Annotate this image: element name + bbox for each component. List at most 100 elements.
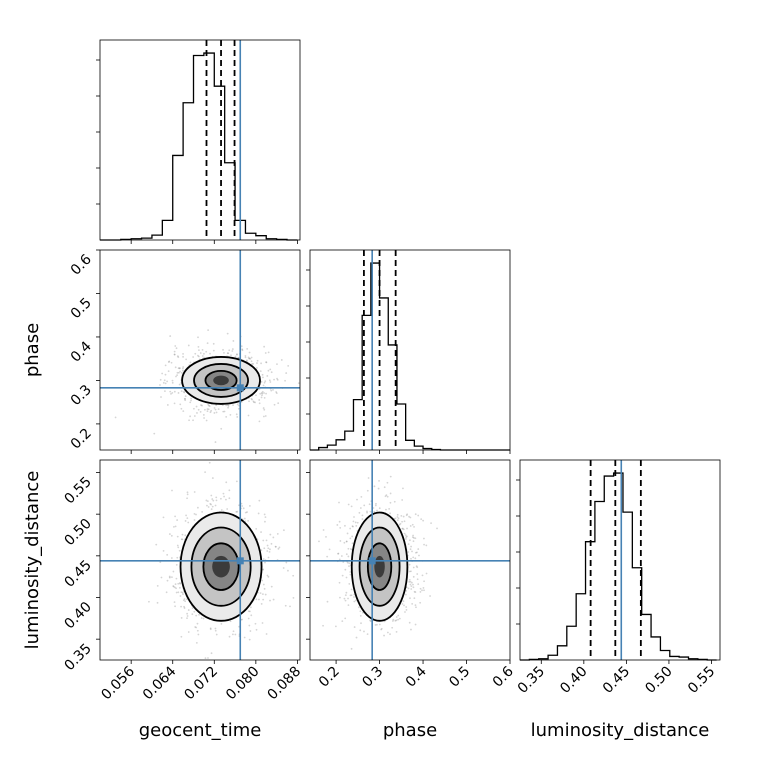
sample-point-phase-vs-luminosity-distance — [349, 571, 352, 573]
contour-phase-vs-luminosity-distance — [350, 511, 409, 622]
sample-point-phase-vs-luminosity-distance — [421, 589, 423, 592]
sample-point-geocent-time-vs-luminosity-distance — [262, 568, 264, 571]
sample-point-phase-vs-luminosity-distance — [339, 526, 342, 529]
sample-point-phase-vs-luminosity-distance — [350, 594, 353, 597]
sample-point-phase-vs-luminosity-distance — [344, 617, 347, 620]
panel-frame-phase-vs-luminosity-distance — [309, 459, 511, 661]
contour-geocent-time-vs-luminosity-distance — [202, 542, 240, 591]
sample-point-geocent-time-vs-luminosity-distance — [262, 539, 265, 542]
sample-point-geocent-time-vs-luminosity-distance — [171, 576, 173, 579]
sample-point-phase-vs-luminosity-distance — [347, 555, 350, 558]
contour-geocent-time-vs-luminosity-distance — [190, 526, 252, 607]
sample-point-geocent-time-vs-phase — [164, 390, 166, 393]
sample-point-phase-vs-luminosity-distance — [380, 628, 383, 631]
sample-point-geocent-time-vs-phase — [177, 392, 180, 394]
sample-point-geocent-time-vs-luminosity-distance — [272, 536, 275, 539]
sample-point-geocent-time-vs-luminosity-distance — [204, 657, 207, 660]
sample-point-geocent-time-vs-phase — [251, 398, 253, 401]
sample-point-geocent-time-vs-phase — [188, 419, 190, 422]
sample-point-phase-vs-luminosity-distance — [403, 520, 406, 523]
sample-point-geocent-time-vs-phase — [209, 411, 212, 414]
panel-frame-geocent-time-vs-phase — [99, 249, 301, 451]
sample-point-phase-vs-luminosity-distance — [389, 633, 391, 636]
sample-point-geocent-time-vs-phase — [212, 342, 215, 345]
sample-point-phase-vs-luminosity-distance — [345, 540, 348, 543]
sample-point-geocent-time-vs-luminosity-distance — [215, 496, 218, 499]
sample-point-geocent-time-vs-phase — [260, 362, 262, 365]
sample-point-geocent-time-vs-luminosity-distance — [274, 545, 277, 548]
sample-point-phase-vs-luminosity-distance — [409, 516, 412, 519]
sample-point-geocent-time-vs-phase — [241, 349, 244, 352]
sample-point-geocent-time-vs-phase — [247, 414, 250, 417]
sample-point-geocent-time-vs-phase — [159, 384, 161, 386]
sample-point-geocent-time-vs-luminosity-distance — [179, 582, 181, 584]
sample-point-geocent-time-vs-phase — [222, 348, 224, 351]
y-tick-label-geocent-time-vs-phase: 0.2 — [68, 425, 95, 452]
sample-point-phase-vs-luminosity-distance — [406, 513, 409, 516]
sample-point-phase-vs-luminosity-distance — [374, 624, 377, 626]
sample-point-phase-vs-luminosity-distance — [403, 604, 405, 607]
sample-point-phase-vs-luminosity-distance — [347, 597, 349, 600]
sample-point-geocent-time-vs-phase — [248, 357, 251, 360]
sample-point-geocent-time-vs-phase — [260, 380, 263, 383]
sample-point-phase-vs-luminosity-distance — [436, 527, 438, 530]
sample-point-phase-vs-luminosity-distance — [356, 498, 358, 501]
sample-point-phase-vs-luminosity-distance — [366, 511, 368, 514]
sample-point-geocent-time-vs-phase — [266, 375, 269, 377]
sample-point-geocent-time-vs-phase — [226, 332, 229, 335]
sample-point-geocent-time-vs-luminosity-distance — [195, 626, 198, 629]
sample-point-geocent-time-vs-luminosity-distance — [183, 605, 185, 608]
sample-point-phase-vs-luminosity-distance — [415, 565, 418, 568]
sample-point-geocent-time-vs-phase — [247, 356, 250, 359]
x-tick-label-geocent-time-vs-luminosity-distance: 0.064 — [140, 663, 180, 703]
sample-point-geocent-time-vs-luminosity-distance — [174, 605, 176, 608]
sample-point-geocent-time-vs-phase — [256, 362, 258, 364]
sample-point-geocent-time-vs-phase — [236, 353, 238, 356]
sample-point-geocent-time-vs-phase — [177, 356, 180, 359]
sample-point-geocent-time-vs-luminosity-distance — [156, 601, 159, 604]
sample-point-geocent-time-vs-luminosity-distance — [195, 614, 198, 617]
sample-point-geocent-time-vs-phase — [183, 390, 185, 393]
sample-point-phase-vs-luminosity-distance — [422, 587, 425, 589]
sample-point-geocent-time-vs-phase — [250, 356, 253, 359]
sample-point-geocent-time-vs-phase — [231, 348, 234, 350]
sample-point-phase-vs-luminosity-distance — [395, 630, 398, 633]
sample-point-phase-vs-luminosity-distance — [348, 583, 351, 585]
sample-point-geocent-time-vs-luminosity-distance — [292, 574, 295, 577]
sample-point-geocent-time-vs-phase — [276, 378, 279, 381]
sample-point-phase-vs-luminosity-distance — [344, 599, 347, 602]
sample-point-geocent-time-vs-luminosity-distance — [264, 516, 267, 519]
sample-point-geocent-time-vs-phase — [184, 397, 186, 400]
sample-point-geocent-time-vs-luminosity-distance — [266, 574, 269, 577]
contour-geocent-time-vs-phase — [181, 356, 261, 405]
sample-point-geocent-time-vs-luminosity-distance — [180, 617, 183, 619]
sample-point-geocent-time-vs-phase — [181, 369, 184, 372]
sample-point-phase-vs-luminosity-distance — [410, 545, 412, 548]
sample-point-geocent-time-vs-luminosity-distance — [207, 657, 209, 659]
x-tick-label-phase-vs-luminosity-distance: 0.3 — [359, 664, 386, 691]
sample-point-phase-vs-luminosity-distance — [378, 507, 381, 510]
sample-point-geocent-time-vs-luminosity-distance — [179, 595, 182, 597]
sample-point-geocent-time-vs-luminosity-distance — [186, 617, 188, 620]
sample-point-geocent-time-vs-phase — [230, 354, 232, 357]
sample-point-phase-vs-luminosity-distance — [417, 583, 420, 586]
sample-point-phase-vs-luminosity-distance — [414, 604, 417, 607]
sample-point-geocent-time-vs-luminosity-distance — [209, 502, 212, 505]
sample-point-geocent-time-vs-luminosity-distance — [209, 627, 212, 630]
sample-point-geocent-time-vs-luminosity-distance — [265, 539, 268, 542]
sample-point-geocent-time-vs-luminosity-distance — [262, 598, 265, 601]
sample-point-geocent-time-vs-luminosity-distance — [176, 519, 179, 521]
sample-point-geocent-time-vs-phase — [182, 366, 185, 368]
sample-point-phase-vs-luminosity-distance — [355, 636, 358, 639]
sample-point-geocent-time-vs-phase — [203, 356, 206, 359]
sample-point-geocent-time-vs-luminosity-distance — [214, 629, 217, 632]
sample-point-geocent-time-vs-luminosity-distance — [177, 582, 180, 585]
sample-point-geocent-time-vs-luminosity-distance — [264, 593, 267, 596]
sample-point-geocent-time-vs-luminosity-distance — [250, 614, 253, 617]
sample-point-geocent-time-vs-luminosity-distance — [187, 631, 190, 633]
sample-point-geocent-time-vs-phase — [175, 375, 177, 378]
sample-point-geocent-time-vs-luminosity-distance — [172, 585, 175, 588]
sample-point-geocent-time-vs-phase — [184, 399, 187, 402]
y-tick-label-geocent-time-vs-phase: 0.6 — [68, 251, 95, 278]
sample-point-geocent-time-vs-phase — [179, 403, 182, 406]
